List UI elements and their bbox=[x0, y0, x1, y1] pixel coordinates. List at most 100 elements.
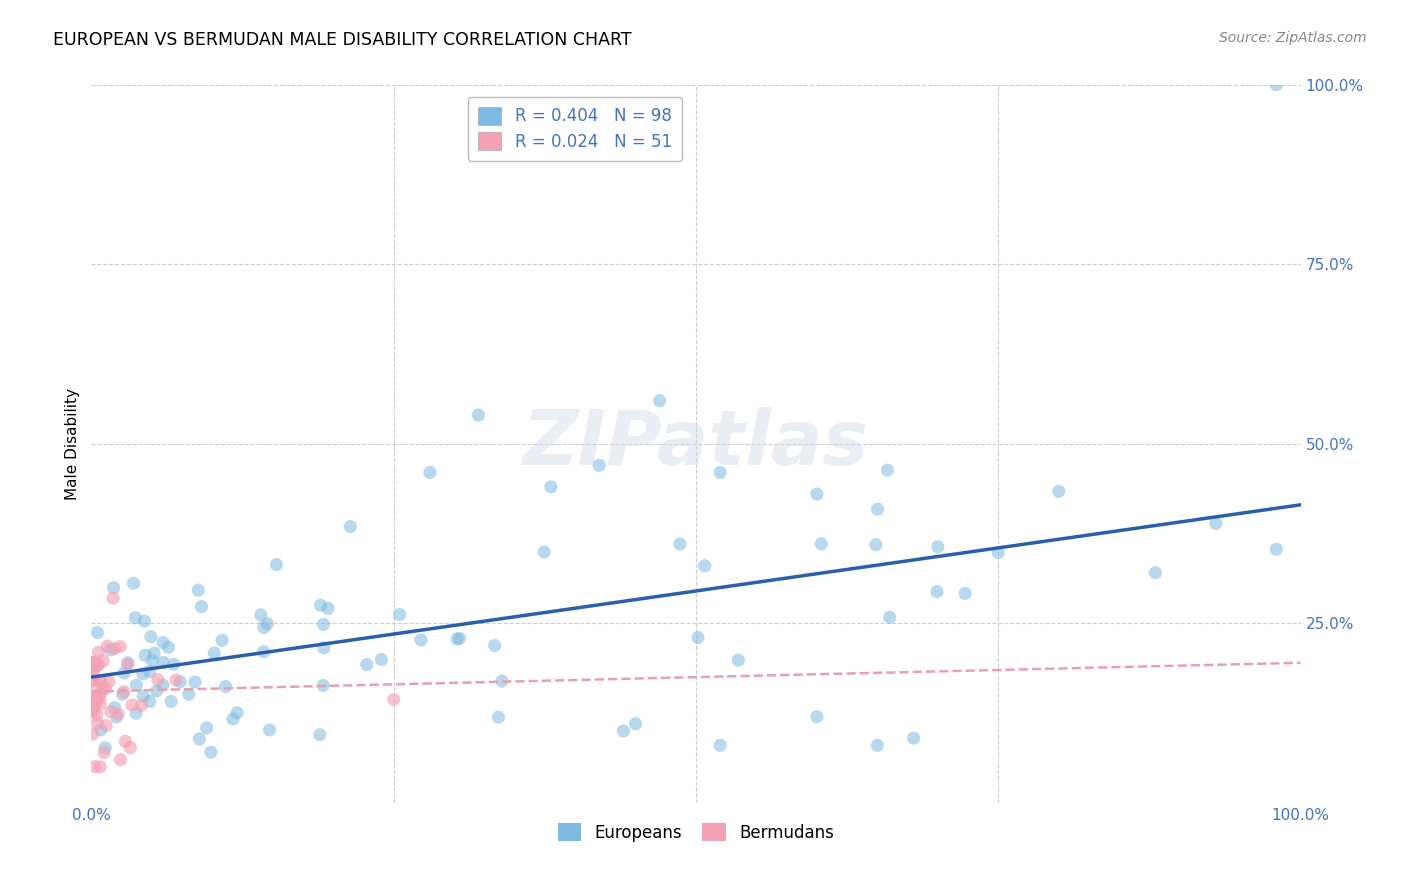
Point bbox=[82, 657, 104, 671]
Point bbox=[97, 674, 120, 689]
Point bbox=[145, 684, 167, 698]
Point bbox=[190, 599, 212, 614]
Point bbox=[449, 632, 471, 646]
Point bbox=[152, 656, 174, 670]
Point bbox=[540, 480, 562, 494]
Point bbox=[125, 706, 148, 721]
Point bbox=[91, 654, 114, 668]
Point bbox=[143, 646, 166, 660]
Point bbox=[94, 740, 117, 755]
Point bbox=[86, 625, 108, 640]
Point bbox=[612, 724, 634, 739]
Legend: Europeans, Bermudans: Europeans, Bermudans bbox=[551, 817, 841, 848]
Point bbox=[82, 693, 104, 707]
Point bbox=[187, 583, 209, 598]
Point bbox=[82, 674, 104, 689]
Point bbox=[308, 728, 330, 742]
Point bbox=[1144, 566, 1167, 580]
Point bbox=[132, 666, 155, 681]
Point bbox=[253, 621, 276, 635]
Point bbox=[82, 656, 104, 670]
Point bbox=[86, 658, 108, 673]
Point bbox=[112, 685, 135, 699]
Point bbox=[86, 693, 108, 707]
Point bbox=[94, 681, 117, 696]
Point bbox=[810, 537, 832, 551]
Point bbox=[727, 653, 749, 667]
Point bbox=[312, 617, 335, 632]
Point bbox=[1265, 78, 1288, 92]
Point bbox=[446, 632, 468, 647]
Point bbox=[1205, 516, 1227, 531]
Point bbox=[865, 538, 887, 552]
Point bbox=[165, 673, 187, 687]
Point bbox=[370, 652, 392, 666]
Point bbox=[467, 408, 489, 422]
Point bbox=[89, 760, 111, 774]
Point bbox=[214, 680, 236, 694]
Point bbox=[879, 610, 901, 624]
Point bbox=[87, 657, 110, 672]
Point bbox=[200, 745, 222, 759]
Point bbox=[104, 641, 127, 656]
Point bbox=[488, 710, 510, 724]
Point bbox=[117, 656, 139, 670]
Point bbox=[356, 657, 378, 672]
Point bbox=[953, 586, 976, 600]
Point bbox=[316, 601, 339, 615]
Point bbox=[82, 703, 104, 717]
Point bbox=[82, 727, 104, 741]
Point bbox=[866, 502, 889, 516]
Point bbox=[648, 393, 671, 408]
Point bbox=[84, 690, 107, 704]
Point bbox=[89, 698, 111, 712]
Point bbox=[122, 576, 145, 591]
Point bbox=[211, 633, 233, 648]
Point bbox=[83, 698, 105, 713]
Point bbox=[114, 734, 136, 748]
Point bbox=[903, 731, 925, 746]
Text: ZIPatlas: ZIPatlas bbox=[523, 407, 869, 481]
Point bbox=[86, 716, 108, 731]
Point bbox=[250, 607, 273, 622]
Point bbox=[134, 648, 156, 663]
Point bbox=[83, 693, 105, 707]
Point bbox=[134, 614, 156, 628]
Point bbox=[82, 688, 104, 702]
Point bbox=[90, 723, 112, 737]
Point bbox=[110, 753, 132, 767]
Point bbox=[588, 458, 610, 473]
Point bbox=[132, 689, 155, 703]
Point bbox=[125, 678, 148, 692]
Point bbox=[96, 639, 118, 653]
Point bbox=[83, 661, 105, 675]
Point bbox=[138, 665, 160, 679]
Point bbox=[491, 674, 513, 689]
Point bbox=[686, 631, 709, 645]
Point bbox=[987, 545, 1010, 559]
Point bbox=[259, 723, 281, 737]
Point bbox=[188, 731, 211, 746]
Point bbox=[309, 598, 332, 612]
Point bbox=[184, 675, 207, 690]
Point bbox=[806, 487, 828, 501]
Point bbox=[1047, 484, 1070, 499]
Point bbox=[266, 558, 288, 572]
Point bbox=[138, 694, 160, 708]
Point bbox=[100, 643, 122, 657]
Point bbox=[96, 718, 118, 732]
Text: EUROPEAN VS BERMUDAN MALE DISABILITY CORRELATION CHART: EUROPEAN VS BERMUDAN MALE DISABILITY COR… bbox=[53, 31, 633, 49]
Point bbox=[131, 698, 153, 713]
Point bbox=[90, 674, 112, 689]
Point bbox=[121, 698, 143, 712]
Point bbox=[709, 739, 731, 753]
Point bbox=[89, 686, 111, 700]
Point bbox=[100, 705, 122, 719]
Point bbox=[312, 640, 335, 655]
Point bbox=[624, 716, 647, 731]
Point bbox=[117, 657, 139, 672]
Point bbox=[82, 661, 104, 675]
Point bbox=[866, 739, 889, 753]
Point bbox=[382, 692, 405, 706]
Point bbox=[105, 710, 128, 724]
